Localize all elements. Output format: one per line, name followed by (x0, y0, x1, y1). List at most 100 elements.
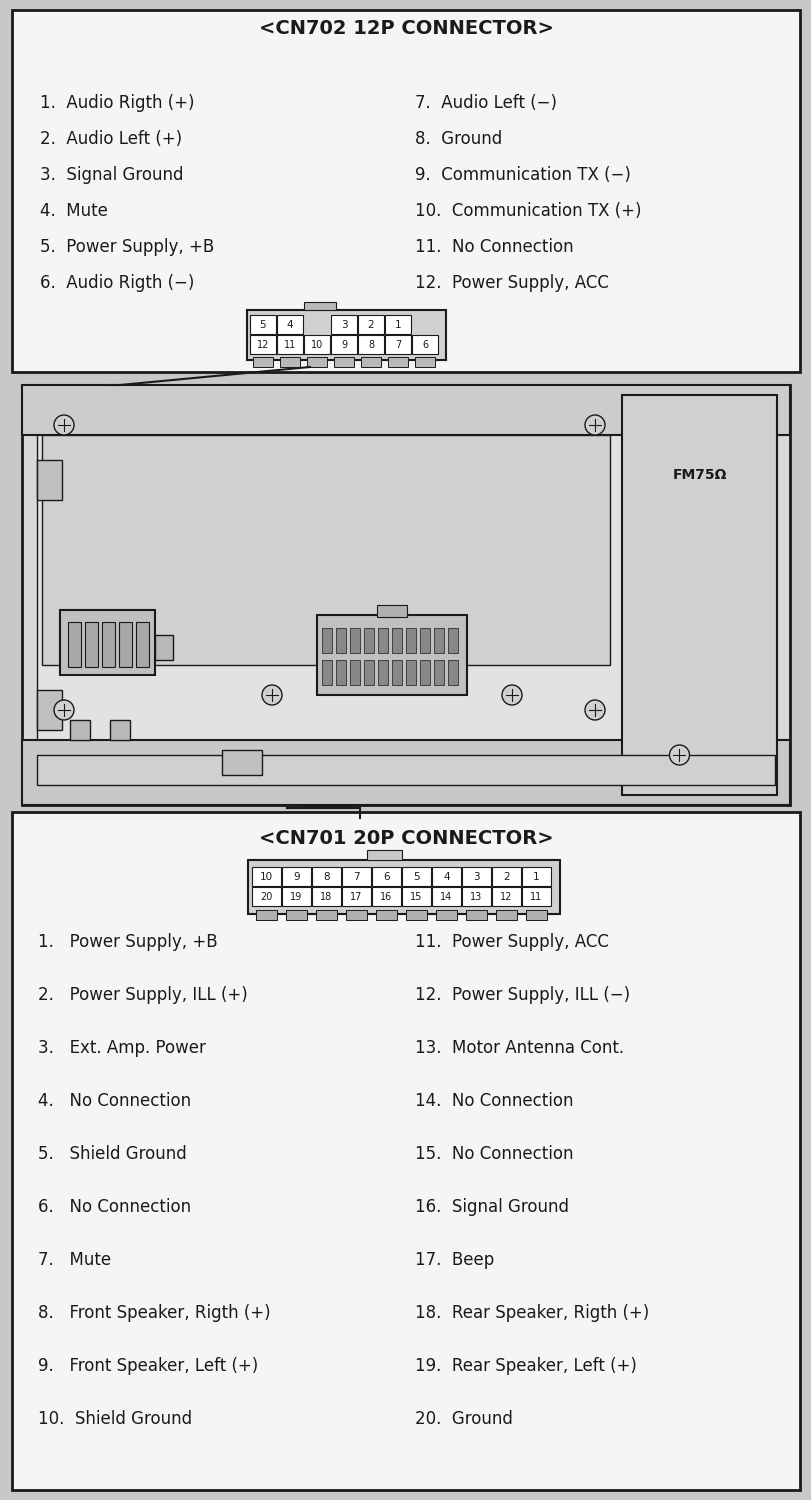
Circle shape (333, 636, 350, 654)
Text: 15: 15 (410, 891, 423, 902)
Circle shape (173, 484, 191, 502)
Text: 13.  Motor Antenna Cont.: 13. Motor Antenna Cont. (414, 1040, 624, 1058)
Bar (350, 628, 359, 652)
Circle shape (492, 560, 510, 578)
Bar (247, 310, 445, 360)
Text: 12.  Power Supply, ACC: 12. Power Supply, ACC (414, 274, 608, 292)
Circle shape (584, 416, 604, 435)
Bar (303, 334, 329, 354)
Text: 16: 16 (380, 891, 393, 902)
Bar (496, 910, 517, 920)
Text: 10: 10 (311, 339, 323, 350)
Bar (406, 660, 415, 686)
Circle shape (501, 686, 521, 705)
Circle shape (532, 636, 551, 654)
Circle shape (54, 700, 74, 720)
Circle shape (649, 540, 669, 560)
Bar (419, 660, 430, 686)
Circle shape (532, 598, 551, 616)
Bar (378, 660, 388, 686)
Circle shape (53, 636, 71, 654)
Text: 18: 18 (320, 891, 333, 902)
Circle shape (173, 560, 191, 578)
Text: 8.  Ground: 8. Ground (414, 130, 502, 148)
Circle shape (333, 560, 350, 578)
Bar (392, 628, 401, 652)
Circle shape (212, 636, 230, 654)
Circle shape (293, 598, 311, 616)
Bar (331, 315, 357, 334)
Circle shape (372, 484, 391, 502)
Text: 13: 13 (470, 891, 482, 902)
Bar (358, 334, 384, 354)
Bar (521, 886, 551, 906)
Bar (280, 357, 299, 368)
Bar (367, 850, 401, 859)
Circle shape (532, 560, 551, 578)
Bar (521, 867, 551, 886)
Text: 3.  Signal Ground: 3. Signal Ground (40, 166, 183, 184)
Circle shape (573, 522, 590, 540)
Text: 2.   Power Supply, ILL (+): 2. Power Supply, ILL (+) (38, 986, 247, 1004)
Bar (281, 886, 311, 906)
Text: 1.   Power Supply, +B: 1. Power Supply, +B (38, 933, 217, 951)
Circle shape (133, 636, 151, 654)
Bar (311, 886, 341, 906)
Circle shape (333, 484, 350, 502)
Bar (333, 357, 354, 368)
Circle shape (212, 522, 230, 540)
Text: <CN702 12P CONNECTOR>: <CN702 12P CONNECTOR> (258, 18, 553, 38)
Bar (376, 604, 406, 616)
Circle shape (333, 522, 350, 540)
Circle shape (253, 560, 271, 578)
Circle shape (54, 416, 74, 435)
Bar (401, 886, 431, 906)
Circle shape (93, 560, 111, 578)
Bar (119, 622, 132, 668)
Text: 3: 3 (341, 320, 347, 330)
Circle shape (372, 636, 391, 654)
Circle shape (133, 598, 151, 616)
Circle shape (584, 700, 604, 720)
Bar (135, 622, 148, 668)
Text: <CN701 20P CONNECTOR>: <CN701 20P CONNECTOR> (259, 828, 552, 848)
Text: 9.  Communication TX (−): 9. Communication TX (−) (414, 166, 630, 184)
Bar (12, 812, 799, 1490)
Bar (363, 628, 374, 652)
Circle shape (212, 598, 230, 616)
Bar (448, 628, 457, 652)
Bar (336, 660, 345, 686)
Circle shape (692, 526, 740, 574)
Circle shape (532, 522, 551, 540)
Text: 12.  Power Supply, ILL (−): 12. Power Supply, ILL (−) (414, 986, 629, 1004)
Circle shape (573, 484, 590, 502)
Bar (250, 315, 276, 334)
Circle shape (635, 526, 683, 574)
Bar (466, 910, 487, 920)
Circle shape (53, 484, 71, 502)
Circle shape (262, 686, 281, 705)
Circle shape (573, 560, 590, 578)
Text: 10.  Shield Ground: 10. Shield Ground (38, 1410, 192, 1428)
Bar (336, 628, 345, 652)
Bar (251, 867, 281, 886)
Bar (341, 867, 371, 886)
Bar (436, 910, 457, 920)
Bar (358, 315, 384, 334)
Bar (311, 867, 341, 886)
Text: 9: 9 (341, 339, 346, 350)
Bar (281, 867, 311, 886)
Text: 8: 8 (367, 339, 374, 350)
Circle shape (293, 522, 311, 540)
Circle shape (93, 636, 111, 654)
Bar (22, 386, 789, 806)
Bar (461, 867, 491, 886)
Bar (251, 886, 281, 906)
Text: 7: 7 (353, 871, 359, 882)
Circle shape (413, 484, 431, 502)
Circle shape (173, 636, 191, 654)
Circle shape (212, 484, 230, 502)
Bar (433, 660, 444, 686)
Text: 19: 19 (290, 891, 303, 902)
Text: 9: 9 (293, 871, 299, 882)
